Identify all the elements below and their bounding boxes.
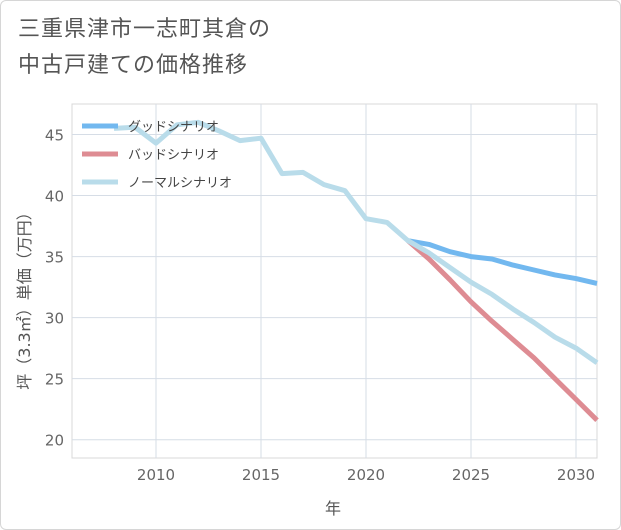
y-tick-label: 25 bbox=[45, 371, 64, 389]
title-line-1: 三重県津市一志町其倉の bbox=[18, 17, 272, 42]
series-line-2 bbox=[406, 238, 599, 422]
x-tick-label: 2030 bbox=[557, 466, 595, 484]
y-axis-label: 坪（3.3㎡）単価（万円） bbox=[15, 204, 34, 389]
y-tick-label: 45 bbox=[45, 127, 64, 145]
series-line-1 bbox=[407, 238, 598, 286]
chart-title: 三重県津市一志町其倉の 中古戸建ての価格推移 bbox=[18, 12, 271, 84]
series-lines bbox=[113, 119, 599, 422]
legend-label: ノーマルシナリオ bbox=[128, 176, 232, 191]
x-tick-label: 2010 bbox=[137, 466, 175, 484]
y-tick-label: 40 bbox=[45, 188, 64, 206]
title-line-2: 中古戸建ての価格推移 bbox=[18, 53, 249, 78]
y-tick-label: 30 bbox=[45, 310, 64, 328]
y-tick-label: 20 bbox=[45, 432, 64, 450]
x-tick-label: 2025 bbox=[452, 466, 490, 484]
legend-label: バッドシナリオ bbox=[128, 148, 219, 163]
x-tick-label: 2015 bbox=[242, 466, 280, 484]
legend-label: グッドシナリオ bbox=[128, 120, 219, 135]
series-line-3 bbox=[113, 119, 599, 365]
y-tick-label: 35 bbox=[45, 249, 64, 267]
x-tick-label: 2020 bbox=[347, 466, 385, 484]
x-axis-label: 年 bbox=[325, 499, 341, 518]
